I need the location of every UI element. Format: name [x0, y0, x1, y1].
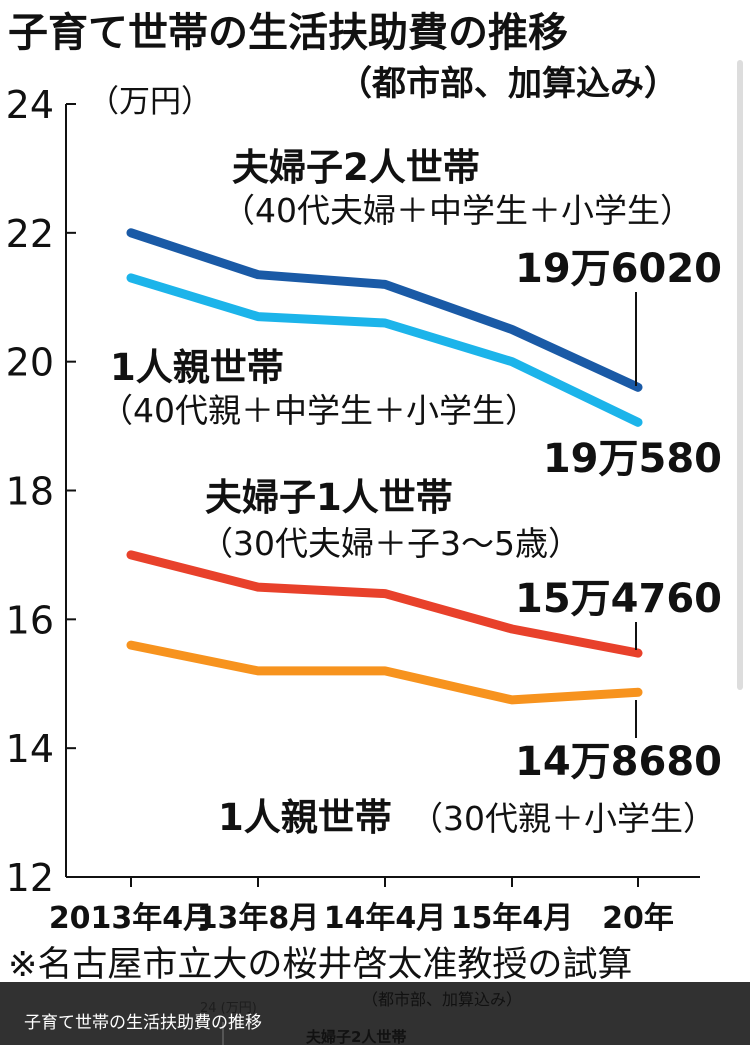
- series-lines: [126, 228, 643, 705]
- y-tick-label: 22: [6, 212, 54, 256]
- chart-title: 子育て世帯の生活扶助費の推移: [8, 10, 568, 56]
- image-caption: 子育て世帯の生活扶助費の推移: [24, 1013, 262, 1033]
- series-note-2: （30代夫婦＋子3〜5歳）: [200, 524, 581, 563]
- series-note-1: （40代親＋中学生＋小学生）: [100, 391, 538, 430]
- y-tick-label: 20: [6, 341, 54, 385]
- chart-subtitle: （都市部、加算込み）: [338, 64, 678, 104]
- series-line-1: [126, 273, 643, 427]
- series-line-2: [126, 550, 643, 658]
- y-tick-label: 18: [6, 470, 54, 514]
- x-tick-label: 15年4月: [451, 901, 574, 936]
- series-end-label-3: 14万8680: [515, 739, 722, 785]
- x-tick-label: 2013年4月: [49, 901, 213, 936]
- ghost-subtitle: （都市部、加算込み）: [362, 990, 523, 1009]
- footnote: ※名古屋市立大の桜井啓太准教授の試算: [8, 945, 632, 985]
- series-end-label-1: 19万580: [543, 436, 722, 482]
- ghost-axis: [222, 1022, 224, 1045]
- y-tick-label: 16: [6, 598, 54, 642]
- y-tick-label: 14: [6, 727, 54, 771]
- series-name-3: 1人親世帯: [218, 796, 392, 839]
- ghost-series: 夫婦子2人世帯: [306, 1028, 407, 1046]
- series-end-label-0: 19万6020: [515, 246, 722, 292]
- series-line-3: [126, 640, 643, 705]
- series-line-0: [126, 228, 643, 392]
- series-note-0: （40代夫婦＋中学生＋小学生）: [222, 191, 693, 230]
- y-tick-label: 24: [6, 83, 54, 127]
- x-tick-label: 14年4月: [324, 901, 447, 936]
- x-tick-label: 13年8月: [197, 901, 320, 936]
- ghost-unit: 24 (万円): [200, 1001, 257, 1016]
- y-tick-label: 12: [6, 856, 54, 900]
- series-end-label-2: 15万4760: [515, 576, 722, 622]
- caption-bar: [0, 982, 750, 1045]
- scrollbar[interactable]: [737, 60, 743, 690]
- series-name-1: 1人親世帯: [110, 346, 284, 389]
- series-note-3: （30代親＋小学生）: [410, 799, 716, 838]
- series-name-0: 夫婦子2人世帯: [232, 146, 480, 189]
- series-labels: 夫婦子2人世帯（40代夫婦＋中学生＋小学生）19万60201人親世帯（40代親＋…: [100, 146, 722, 839]
- unit-label: （万円）: [88, 84, 212, 120]
- x-tick-label: 20年: [602, 901, 674, 936]
- series-name-2: 夫婦子1人世帯: [205, 476, 453, 519]
